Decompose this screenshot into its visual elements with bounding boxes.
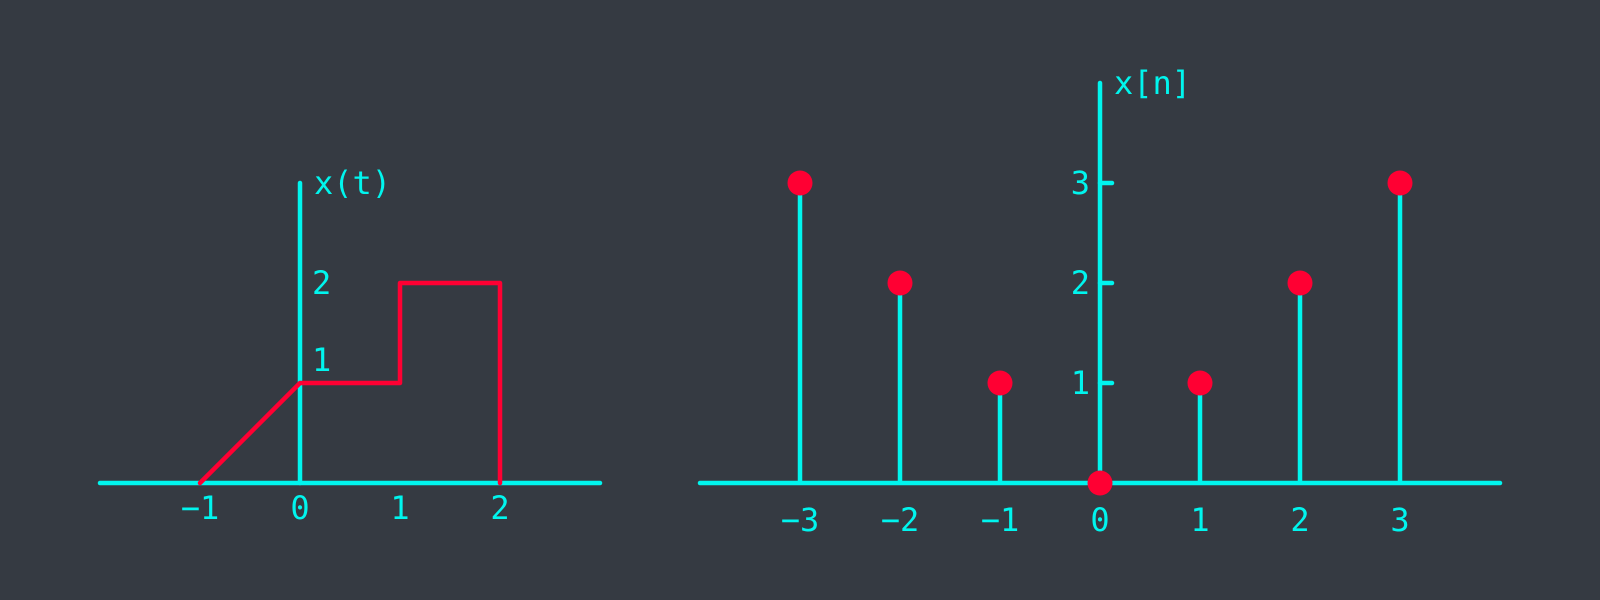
ct-x-tick-label: 0 [290, 489, 309, 527]
dt-sample-point [1187, 370, 1213, 396]
dt-x-tick-label: 0 [1090, 501, 1109, 539]
dt-x-tick-label: 3 [1390, 501, 1409, 539]
dt-sample-point [1287, 270, 1313, 296]
ct-x-tick-label: 2 [490, 489, 509, 527]
dt-sample-point [1387, 170, 1413, 196]
continuous-signal-plot: x(t) −1 0 1 2 1 2 [97, 164, 603, 527]
dt-y-tick-label: 3 [1071, 164, 1090, 202]
discrete-signal-plot: x[n] −3 −2 −1 0 1 2 3 1 2 3 [697, 64, 1503, 539]
dt-x-tick-label: −3 [781, 501, 820, 539]
ct-y-axis-label: x(t) [314, 164, 391, 202]
dt-y-tick-label: 1 [1071, 364, 1090, 402]
ct-y-tick-label: 1 [312, 341, 331, 379]
dt-y-axis-label: x[n] [1114, 64, 1191, 102]
dt-x-tick-label: 1 [1190, 501, 1209, 539]
ct-signal-line [197, 280, 503, 486]
dt-x-tick-label: 2 [1290, 501, 1309, 539]
dt-sample-point [787, 170, 813, 196]
ct-x-tick-label: 1 [390, 489, 409, 527]
dt-y-tick-label: 2 [1071, 264, 1090, 302]
ct-x-tick-label: −1 [181, 489, 220, 527]
dt-sample-point [1087, 470, 1113, 496]
dt-x-tick-label: −2 [881, 501, 920, 539]
dt-sample-point [887, 270, 913, 296]
dt-sample-point [987, 370, 1013, 396]
dt-x-tick-label: −1 [981, 501, 1020, 539]
ct-y-tick-label: 2 [312, 264, 331, 302]
